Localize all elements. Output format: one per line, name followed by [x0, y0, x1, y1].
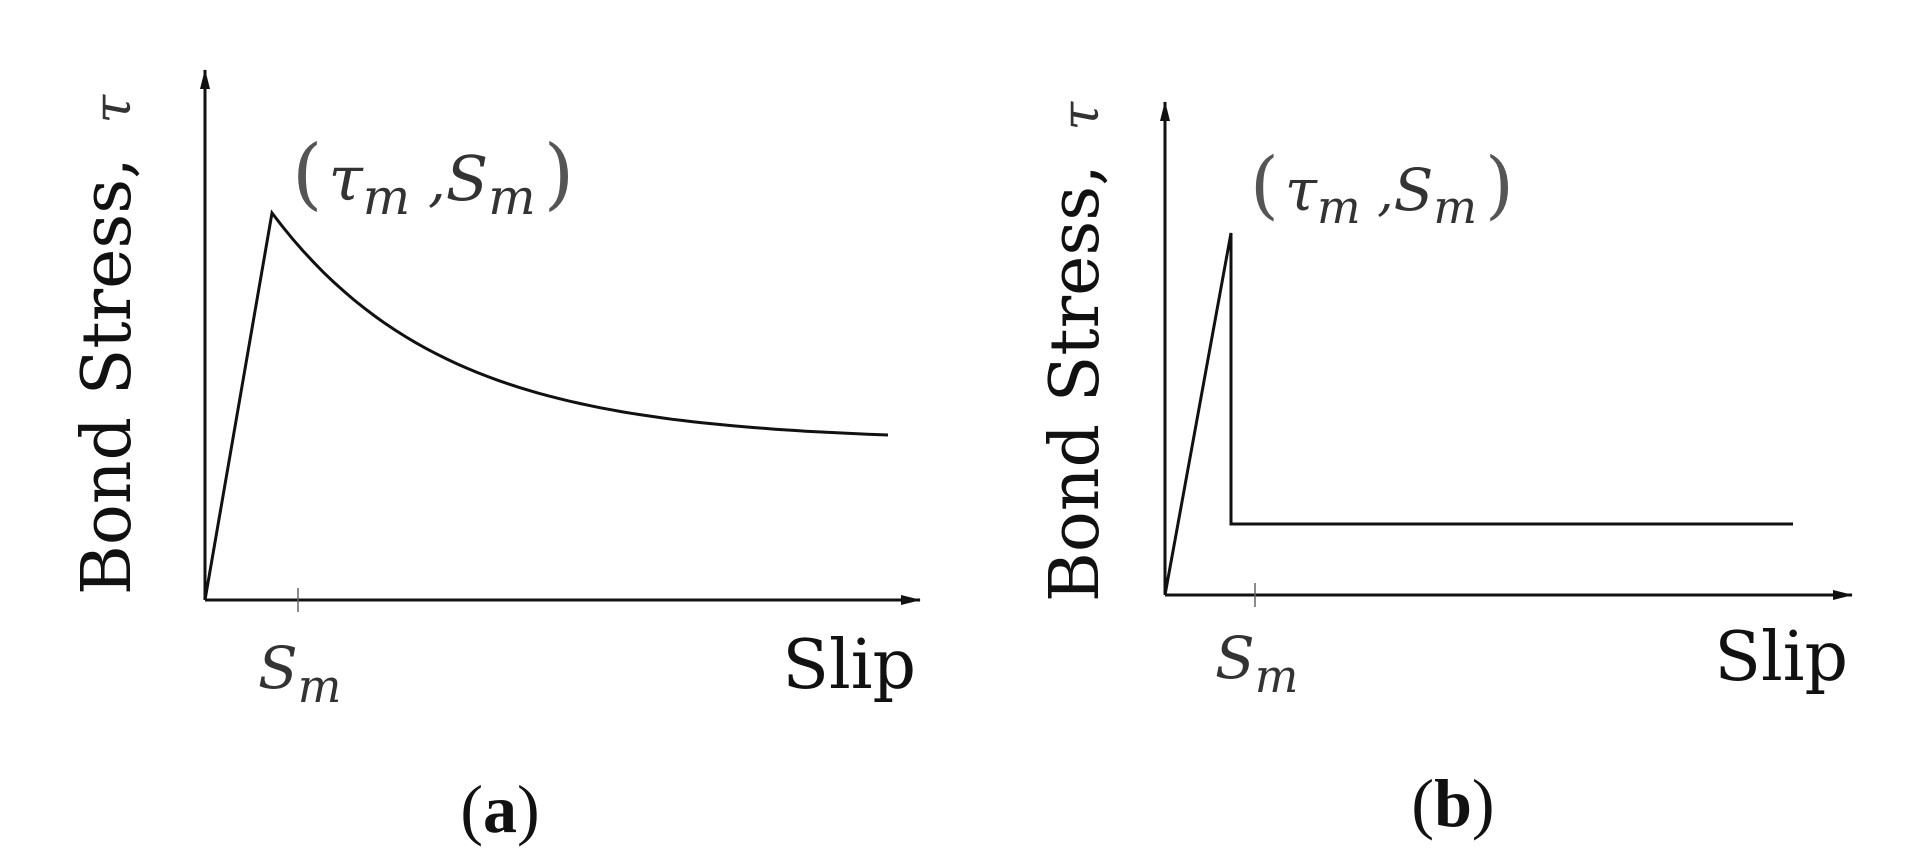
x-axis-title-b: Slip — [1714, 618, 1848, 697]
svg-text:Bond Stress, τ: Bond Stress, τ — [1036, 101, 1115, 603]
tick-label-sm-b: Sm — [1215, 624, 1298, 703]
panel-a: Bond Stress, τ Slip Sm (τm ,Sm) (a) — [68, 69, 921, 847]
y-axis-title-b: Bond Stress, τ — [1036, 101, 1115, 603]
y-axis-title-text-a: Bond Stress, — [68, 157, 147, 595]
peak-label-a: (τm ,Sm) — [292, 129, 574, 226]
x-axis-title-a: Slip — [782, 626, 916, 705]
bond-slip-curve-a — [203, 209, 889, 601]
y-axis-title-a: Bond Stress, τ — [68, 94, 147, 596]
tau-symbol-a: τ — [83, 94, 143, 124]
y-axis-title-text-b: Bond Stress, — [1036, 164, 1115, 602]
panel-caption-b: (b) — [1411, 765, 1494, 841]
peak-label-b: (τm ,Sm) — [1250, 142, 1514, 234]
bond-slip-curve-b — [1163, 232, 1793, 596]
panel-b: Bond Stress, τ Slip Sm (τm ,Sm) (b) — [1036, 101, 1853, 841]
svg-text:Bond Stress, τ: Bond Stress, τ — [68, 94, 147, 596]
tick-label-sm-a: Sm — [258, 634, 341, 713]
panel-caption-a: (a) — [460, 771, 539, 847]
tau-symbol-b: τ — [1051, 101, 1111, 131]
